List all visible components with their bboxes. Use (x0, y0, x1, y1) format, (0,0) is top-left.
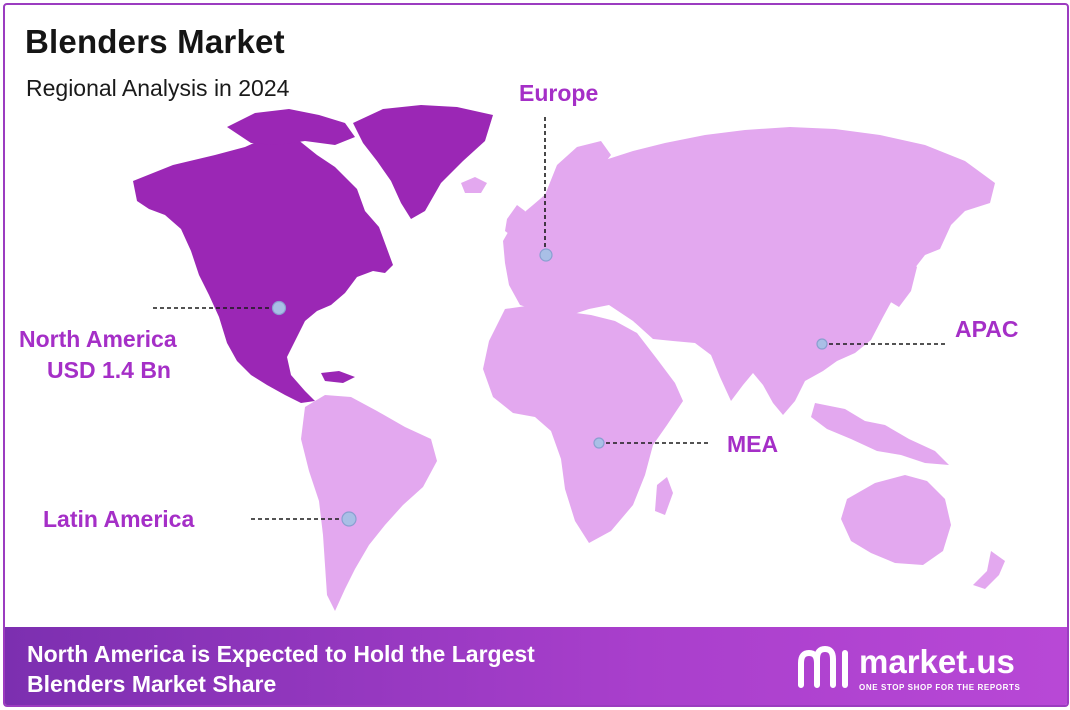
brand-name: market.us (859, 643, 1015, 680)
page-subtitle: Regional Analysis in 2024 (26, 75, 290, 101)
footer-line-1: North America is Expected to Hold the La… (27, 641, 535, 667)
madagascar-shape (655, 477, 673, 515)
apac-marker[interactable] (816, 338, 828, 350)
brand-tagline: ONE STOP SHOP FOR THE REPORTS (859, 683, 1021, 692)
page-title: Blenders Market (25, 23, 285, 60)
sea-islands-shape (811, 403, 949, 465)
greenland-shape (353, 105, 493, 219)
scandinavia-shape (545, 141, 611, 219)
europe-marker[interactable] (539, 248, 553, 262)
eurasia-shape (503, 127, 995, 415)
region-markers (271, 248, 828, 527)
north-america-value: USD 1.4 Bn (47, 357, 171, 383)
arctic-islands-shape (227, 109, 355, 145)
apac-label: APAC (955, 316, 1018, 342)
mea-label: MEA (727, 431, 778, 457)
north-america-label: North America (19, 326, 177, 352)
latin-america-marker[interactable] (341, 511, 357, 527)
north-america-marker[interactable] (271, 300, 287, 316)
leader-lines (153, 117, 947, 520)
australia-shape (841, 475, 951, 565)
market-us-logo-icon (798, 645, 848, 688)
new-zealand-shape (973, 551, 1005, 589)
footer-line-2: Blenders Market Share (27, 671, 277, 697)
brand-logo: market.us ONE STOP SHOP FOR THE REPORTS (795, 641, 1045, 697)
iceland-shape (461, 177, 487, 193)
map-land-highlight (133, 105, 493, 403)
europe-label: Europe (519, 80, 598, 106)
north-america-shape (133, 137, 393, 403)
mea-marker[interactable] (593, 437, 605, 449)
infographic-frame: Blenders Market Regional Analysis in 202… (3, 3, 1069, 707)
footer-headline: North America is Expected to Hold the La… (27, 639, 535, 699)
japan-shape (889, 255, 917, 307)
latin-america-label: Latin America (43, 506, 194, 532)
caribbean-shape (321, 371, 355, 383)
world-map: Europe North America USD 1.4 Bn APAC MEA… (19, 80, 1018, 611)
uk-shape (505, 205, 525, 237)
africa-shape (483, 305, 683, 543)
south-america-shape (301, 395, 437, 611)
map-land-other (301, 127, 1005, 611)
footer-banner: North America is Expected to Hold the La… (5, 627, 1067, 705)
